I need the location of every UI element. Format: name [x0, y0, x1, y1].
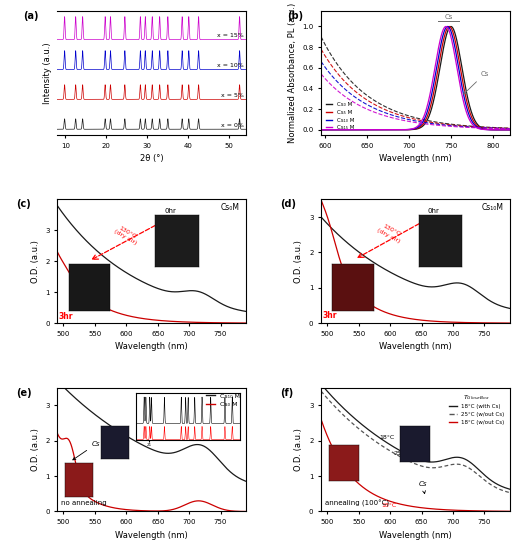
Text: Cs: Cs — [73, 441, 100, 460]
Text: x = 0%: x = 0% — [221, 123, 244, 128]
X-axis label: Wavelength (nm): Wavelength (nm) — [379, 154, 452, 163]
Legend: 18°C (with Cs), 25°C (w/out Cs), 18°C (w/out Cs): 18°C (with Cs), 25°C (w/out Cs), 18°C (w… — [446, 390, 507, 427]
X-axis label: 2θ (°): 2θ (°) — [140, 154, 163, 163]
X-axis label: Wavelength (nm): Wavelength (nm) — [379, 531, 452, 540]
X-axis label: Wavelength (nm): Wavelength (nm) — [379, 343, 452, 351]
Y-axis label: Normalized Absorbance, PL (a.u.): Normalized Absorbance, PL (a.u.) — [288, 3, 296, 143]
Text: 3hr: 3hr — [58, 312, 73, 321]
Text: x = 5%: x = 5% — [221, 93, 244, 98]
Text: annealing (100°C): annealing (100°C) — [325, 499, 389, 507]
Text: 3hr: 3hr — [322, 311, 337, 320]
Text: (b): (b) — [287, 11, 303, 21]
Text: 18°C: 18°C — [380, 435, 395, 440]
Y-axis label: O.D. (a.u.): O.D. (a.u.) — [294, 428, 303, 471]
Text: 130°C
(dry air): 130°C (dry air) — [376, 222, 404, 244]
Y-axis label: O.D. (a.u.): O.D. (a.u.) — [294, 240, 303, 283]
Text: (f): (f) — [280, 388, 293, 398]
Text: 130°C
(dry air): 130°C (dry air) — [113, 224, 140, 246]
Legend: Cs₁₀ M, Cs₀ M: Cs₁₀ M, Cs₀ M — [203, 390, 242, 410]
Text: no annealing: no annealing — [61, 500, 107, 507]
Text: Cs: Cs — [419, 481, 427, 493]
Y-axis label: Intensity (a.u.): Intensity (a.u.) — [43, 42, 51, 104]
Text: (d): (d) — [280, 199, 296, 210]
Text: x = 10%: x = 10% — [217, 63, 244, 68]
X-axis label: Wavelength (nm): Wavelength (nm) — [115, 531, 188, 540]
Text: (a): (a) — [23, 11, 39, 21]
Text: 18°C: 18°C — [381, 503, 397, 508]
Legend: Cs₀ M, Cs₅ M, Cs₁₀ M, Cs₁₅ M: Cs₀ M, Cs₅ M, Cs₁₀ M, Cs₁₅ M — [324, 101, 356, 132]
Text: 0hr: 0hr — [428, 208, 440, 214]
Text: Cs₀M: Cs₀M — [221, 203, 240, 212]
Y-axis label: O.D. (a.u.): O.D. (a.u.) — [31, 240, 40, 283]
Text: (c): (c) — [16, 199, 31, 210]
Text: 25°C: 25°C — [393, 451, 409, 456]
Y-axis label: O.D. (a.u.): O.D. (a.u.) — [31, 428, 40, 471]
Text: x = 15%: x = 15% — [217, 33, 244, 38]
X-axis label: Wavelength (nm): Wavelength (nm) — [115, 343, 188, 351]
Text: Cs₁₀M: Cs₁₀M — [482, 203, 504, 212]
Text: Cs: Cs — [445, 14, 453, 20]
Text: Cs: Cs — [464, 71, 489, 94]
Text: 0hr: 0hr — [164, 208, 176, 214]
Text: (e): (e) — [16, 388, 31, 398]
